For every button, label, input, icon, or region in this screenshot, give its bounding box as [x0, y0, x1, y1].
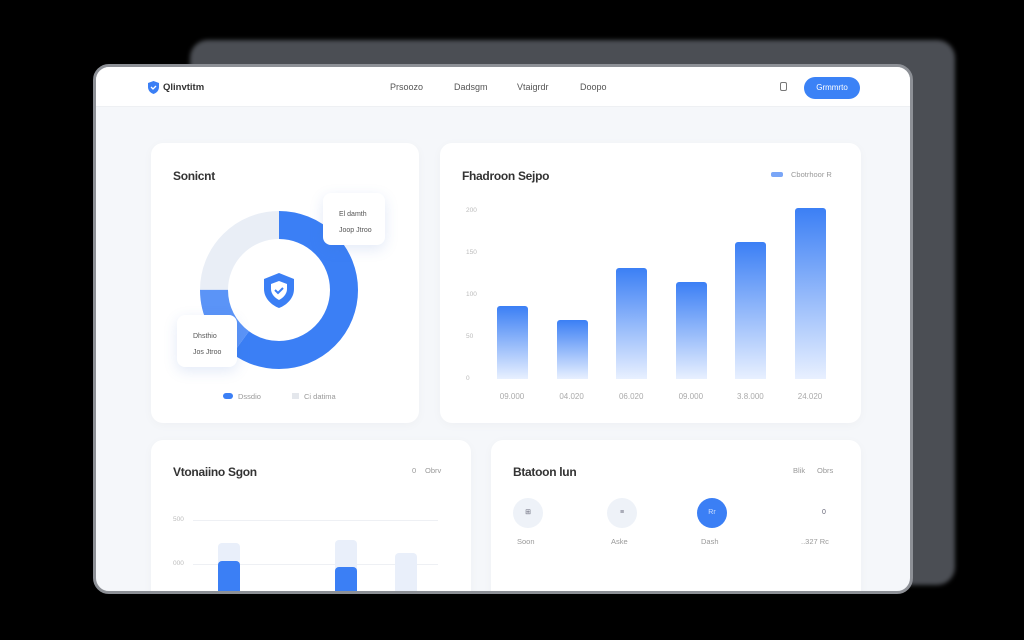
- donut-tooltip-2: Dhsthio Jos Jtroo: [177, 315, 237, 367]
- shield-check-icon: [264, 273, 294, 308]
- bottom-left-card: Vtonaiino Sgon 0 Obrv 500 000: [151, 440, 471, 594]
- bar[interactable]: [556, 320, 588, 379]
- bar[interactable]: [218, 560, 240, 591]
- step-step[interactable]: 0: [822, 509, 826, 516]
- donut-chart: [200, 211, 358, 369]
- x-tick-label: 09.000: [499, 392, 525, 401]
- action-link[interactable]: Blik: [793, 466, 806, 475]
- x-tick-label: 09.000: [678, 392, 704, 401]
- y-tick-label: 150: [466, 249, 477, 256]
- legend-label-secondary: Ci datima: [304, 392, 336, 401]
- bottom-left-title: Vtonaiino Sgon: [173, 465, 257, 479]
- list-icon[interactable]: ≡: [607, 498, 637, 528]
- y-tick-label: 100: [466, 291, 477, 298]
- donut-card: Sonicnt El damth Joop Jtroo Dhsthio Jos Jt…: [151, 143, 419, 423]
- bar[interactable]: [497, 305, 528, 379]
- y-tick-label: 0: [466, 375, 470, 382]
- cta-button[interactable]: Grmmrto: [804, 77, 860, 99]
- y-tick-label: 50: [466, 333, 474, 340]
- badge: 0: [412, 466, 417, 475]
- bar[interactable]: [795, 207, 826, 379]
- donut-tooltip-1: El damth Joop Jtroo: [323, 193, 385, 245]
- nav-link-1[interactable]: Prsoozo: [390, 82, 424, 92]
- step-label: ..327 Rc: [801, 537, 829, 546]
- bottom-right-card: Btatoon lun Blik Obrs ⊞ Soon ≡ Aske Rr Dash 0.…: [491, 440, 861, 591]
- x-tick-label: 24.020: [797, 392, 823, 401]
- tooltip-line: Dhsthio: [193, 333, 217, 340]
- tooltip-line: Joop Jtroo: [339, 227, 372, 234]
- bar-background: [277, 591, 299, 594]
- nav-link-3[interactable]: Vtaigrdr: [517, 82, 549, 92]
- shield-logo-icon: [148, 81, 159, 94]
- nav-link-2[interactable]: Dadsgm: [454, 82, 488, 92]
- action-link[interactable]: Obrv: [425, 466, 442, 475]
- grid-icon[interactable]: ⊞: [513, 498, 543, 528]
- bar-chart-title: Fhadroon Sejpo: [462, 169, 550, 183]
- bottom-right-title: Btatoon lun: [513, 465, 577, 479]
- legend-swatch-secondary: [292, 393, 299, 399]
- tooltip-line: Jos Jtroo: [193, 349, 222, 356]
- y-tick-label: 200: [466, 207, 477, 214]
- top-nav: Qlinvtitm Prsoozo Dadsgm Vtaigrdr Doopo …: [96, 67, 910, 107]
- step-label: Soon: [517, 537, 535, 546]
- donut-segment-primary: [200, 211, 358, 369]
- action-link[interactable]: Obrs: [817, 466, 834, 475]
- x-tick-label: 04.020: [559, 392, 584, 401]
- y-tick: 500: [173, 516, 184, 523]
- bar[interactable]: [735, 242, 767, 379]
- brand-name: Qlinvtitm: [163, 82, 205, 93]
- bar[interactable]: [675, 282, 707, 379]
- bar-plot: 200 150 100 50 0 09.000 04.020 06.020 09.000 3.8.…: [440, 143, 861, 423]
- y-tick: 000: [173, 560, 184, 567]
- grid-line: [193, 564, 438, 565]
- legend-swatch-primary: [223, 393, 233, 399]
- x-tick-label: 3.8.000: [737, 392, 764, 401]
- donut-segment-secondary: [200, 211, 358, 369]
- bar[interactable]: [616, 268, 648, 379]
- bar[interactable]: [335, 567, 357, 591]
- legend-label-primary: Dssdio: [238, 392, 261, 401]
- grid-line: [193, 520, 438, 521]
- legend-swatch: [771, 172, 783, 177]
- device-icon[interactable]: [780, 82, 787, 91]
- app-window: Qlinvtitm Prsoozo Dadsgm Vtaigrdr Doopo …: [93, 64, 913, 594]
- donut-card-title: Sonicnt: [173, 169, 215, 183]
- nav-link-4[interactable]: Doopo: [580, 82, 607, 92]
- bar-background: [395, 553, 417, 591]
- step-label: Aske: [611, 537, 628, 546]
- tooltip-line: El damth: [339, 211, 367, 218]
- step-label: Dash: [701, 537, 719, 546]
- x-tick-label: 06.020: [618, 392, 644, 401]
- bar-chart-card: Fhadroon Sejpo Cbotrhoor R 200 150 100 50 0 0…: [440, 143, 861, 423]
- mini-bar-chart: [151, 440, 471, 594]
- legend-label: Cbotrhoor R: [791, 170, 832, 179]
- active-step-step[interactable]: Rr: [697, 498, 727, 528]
